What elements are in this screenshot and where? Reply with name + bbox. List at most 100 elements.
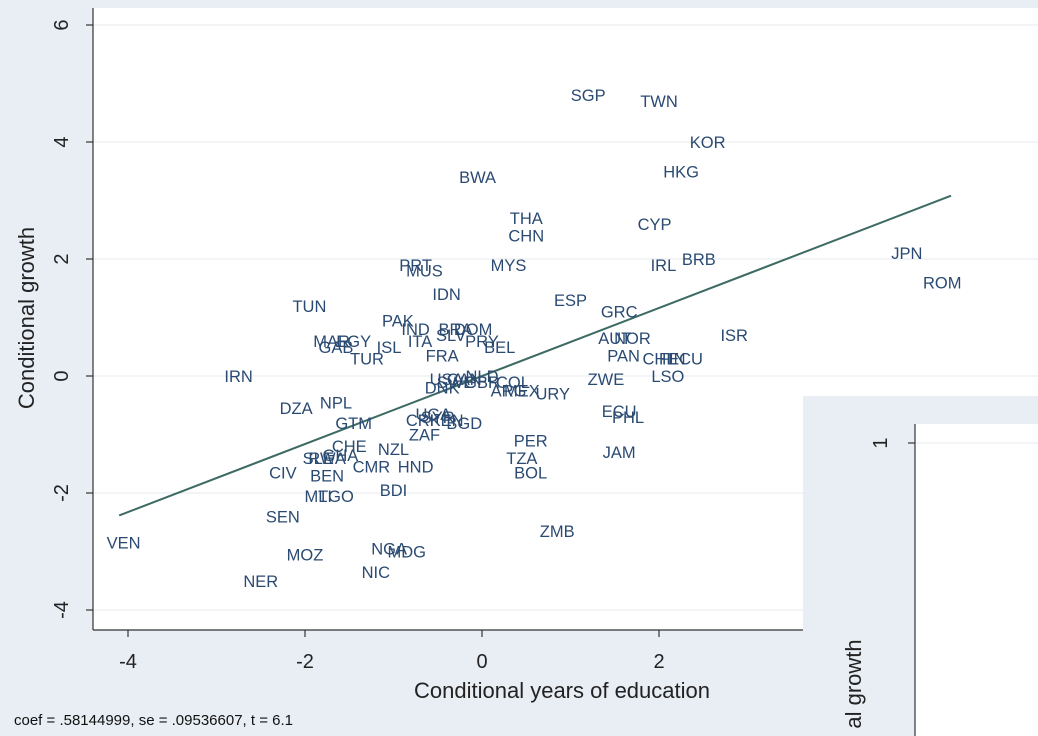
point-label-nld: NLD <box>465 368 498 386</box>
point-label-mex: MEX <box>504 383 540 401</box>
point-label-gbr: GBR <box>464 374 500 392</box>
y-tick-label: 6 <box>51 19 73 30</box>
point-label-jam: JAM <box>603 444 636 462</box>
point-label-idn: IDN <box>432 286 460 304</box>
point-label-gha: GHA <box>323 447 359 465</box>
point-label-ind: IND <box>401 321 430 339</box>
point-label-pan: PAN <box>607 348 640 366</box>
point-label-swe: SWE <box>437 374 475 392</box>
y-axis-title: Conditional growth <box>14 227 39 409</box>
point-label-fra: FRA <box>426 348 459 366</box>
point-label-bwa: BWA <box>459 169 496 187</box>
y-tick-label: 0 <box>51 370 73 381</box>
tick-labels: -4 -2 0 2 4 6 -4 -2 0 2 <box>51 19 665 673</box>
point-label-ken: KEN <box>430 412 464 430</box>
grid-lines <box>93 24 1038 611</box>
point-label-bra: BRA <box>438 321 472 339</box>
y-tick-label: -4 <box>51 601 73 619</box>
point-label-bgd: BGD <box>446 415 482 433</box>
point-label-usa: USA <box>430 371 464 389</box>
point-label-che: CHE <box>332 438 367 456</box>
point-label-nor: NOR <box>614 330 651 348</box>
point-label-mdg: MDG <box>388 544 427 562</box>
x-tick-label: 0 <box>476 651 487 673</box>
x-axis-title: Conditional years of education <box>414 678 710 703</box>
point-label-irl: IRL <box>651 257 677 275</box>
point-label-arg: ARG <box>491 383 527 401</box>
inset-y-axis-title: al growth <box>841 639 866 728</box>
point-label-tha: THA <box>510 210 543 228</box>
point-label-brb: BRB <box>682 251 716 269</box>
point-label-moz: MOZ <box>287 546 324 564</box>
point-label-can: CAN <box>447 371 482 389</box>
point-label-fin: FIN <box>659 350 686 368</box>
point-label-tur: TUR <box>350 350 384 368</box>
point-label-nga: NGA <box>371 541 407 559</box>
inset-y-tick-label: 1 <box>870 437 892 448</box>
point-label-lso: LSO <box>651 368 684 386</box>
point-label-gab: GAB <box>319 339 354 357</box>
point-label-isr: ISR <box>720 327 748 345</box>
y-tick-label: -2 <box>51 484 73 502</box>
point-label-tun: TUN <box>292 298 326 316</box>
point-label-rom: ROM <box>923 274 962 292</box>
point-label-jpn: JPN <box>891 245 922 263</box>
point-label-tza: TZA <box>506 450 537 468</box>
inset-plot-area <box>915 424 1038 736</box>
point-label-dnk: DNK <box>425 380 460 398</box>
point-label-nic: NIC <box>362 564 391 582</box>
point-label-nzl: NZL <box>378 441 409 459</box>
point-label-cyp: CYP <box>638 216 672 234</box>
point-label-mar: MAR <box>313 333 350 351</box>
point-label-sen: SEN <box>266 508 300 526</box>
point-label-npl: NPL <box>320 394 352 412</box>
point-label-mys: MYS <box>491 257 527 275</box>
point-label-pry: PRY <box>465 333 499 351</box>
point-label-ita: ITA <box>408 333 432 351</box>
inset-grid-lines <box>915 442 1038 444</box>
point-label-ben: BEN <box>310 467 344 485</box>
x-tick-label: -2 <box>296 651 314 673</box>
point-label-kor: KOR <box>690 134 726 152</box>
point-label-aut: AUT <box>598 330 631 348</box>
point-label-cmr: CMR <box>353 459 391 477</box>
point-label-irn: IRN <box>224 368 252 386</box>
fit-line <box>118 194 952 517</box>
inset-tick-labels: 12 <box>870 437 915 449</box>
point-label-ecu: ECU <box>602 403 637 421</box>
point-label-hnd: HND <box>398 459 434 477</box>
point-label-phl: PHL <box>612 409 644 427</box>
point-label-gtm: GTM <box>335 415 372 433</box>
point-label-civ: CIV <box>269 465 297 483</box>
point-label-bel: BEL <box>484 339 515 357</box>
point-label-chn: CHN <box>508 228 544 246</box>
y-tick-label: 2 <box>51 253 73 264</box>
point-label-uga: UGA <box>415 406 451 424</box>
point-label-tgo: TGO <box>318 488 354 506</box>
point-label-mus: MUS <box>406 263 443 281</box>
point-label-col: COL <box>496 374 530 392</box>
point-label-ecu: ECU <box>668 350 703 368</box>
point-label-ven: VEN <box>107 535 141 553</box>
point-label-rwa: RWA <box>308 450 346 468</box>
point-label-esp: ESP <box>554 292 587 310</box>
point-label-dom: DOM <box>454 321 493 339</box>
x-tick-label: -4 <box>119 651 137 673</box>
y-tick-label: 4 <box>51 136 73 147</box>
point-label-chl: CHL <box>642 350 675 368</box>
point-label-bdi: BDI <box>380 482 408 500</box>
regression-note: coef = .58144999, se = .09536607, t = 6.… <box>14 712 293 729</box>
point-label-grc: GRC <box>601 304 638 322</box>
point-label-hkg: HKG <box>663 163 699 181</box>
point-label-prt: PRT <box>399 257 432 275</box>
point-label-bol: BOL <box>514 465 547 483</box>
point-label-syr: SYR <box>421 409 455 427</box>
point-label-slv: SLV <box>436 327 466 345</box>
point-label-zmb: ZMB <box>540 523 575 541</box>
point-label-per: PER <box>514 432 548 450</box>
point-label-isl: ISL <box>377 339 402 357</box>
point-label-egy: EGY <box>336 333 371 351</box>
point-label-mli: MLI <box>305 488 333 506</box>
